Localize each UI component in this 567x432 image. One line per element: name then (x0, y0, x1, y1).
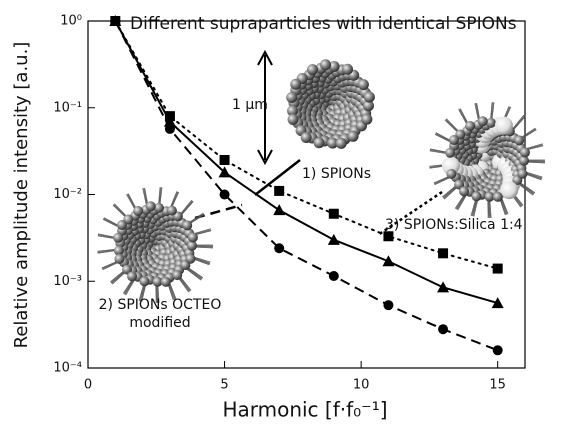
marker (329, 271, 339, 281)
sphere (182, 220, 192, 230)
sphere (133, 206, 143, 216)
x-tick-label: 5 (220, 378, 228, 393)
marker (273, 204, 285, 215)
sphere (518, 169, 528, 179)
x-tick-label: 15 (489, 378, 506, 393)
y-tick-label: 10⁻² (53, 187, 82, 202)
sphere (459, 186, 469, 196)
sphere (446, 169, 456, 179)
sphere (290, 79, 301, 90)
marker (382, 255, 394, 266)
series-label: 2) SPIONs OCTEO modified (95, 296, 225, 332)
sphere (520, 147, 530, 157)
sphere (172, 270, 182, 280)
marker (329, 209, 339, 219)
marker (493, 345, 503, 355)
sphere (301, 132, 312, 143)
x-axis-title: Harmonic [f·f₀⁻¹] (222, 398, 387, 422)
sphere (336, 138, 347, 149)
sphere (114, 254, 124, 264)
y-tick-label: 10⁻¹ (53, 100, 82, 115)
series-label: 3) SPIONs:Silica 1:4 (385, 217, 523, 233)
marker (437, 281, 449, 292)
marker (110, 16, 120, 26)
marker (165, 111, 175, 121)
sphere (486, 118, 496, 128)
series-label-box: 2) SPIONs OCTEO modified (95, 296, 225, 346)
sphere (113, 233, 123, 243)
marker (328, 234, 340, 245)
sphere (286, 92, 297, 103)
y-tick-label: 10⁻⁴ (53, 361, 82, 376)
sphere (514, 135, 524, 145)
sphere (139, 276, 149, 286)
marker (493, 264, 503, 274)
sphere (117, 220, 127, 230)
sphere (188, 232, 198, 242)
sphere (307, 64, 318, 75)
sphere (167, 206, 177, 216)
sphere (493, 192, 503, 202)
sphere (348, 131, 359, 142)
sphere (154, 203, 164, 213)
series-label: 1) SPIONs (302, 166, 371, 182)
sphere (288, 114, 299, 125)
marker (438, 248, 448, 258)
marker (383, 300, 393, 310)
x-tick-label: 0 (84, 378, 92, 393)
y-tick-label: 10⁻³ (53, 274, 82, 289)
scale-label: 1 µm (232, 97, 268, 113)
sphere (449, 135, 459, 145)
marker (165, 124, 175, 134)
sphere (314, 137, 325, 148)
sphere (146, 201, 156, 211)
marker (274, 186, 284, 196)
sphere (465, 121, 475, 131)
chart: Different supraparticles with identical … (0, 0, 567, 432)
sphere (342, 64, 353, 75)
sphere (186, 254, 196, 264)
x-tick-label: 10 (353, 378, 370, 393)
marker (220, 155, 230, 165)
sphere (500, 181, 518, 199)
sphere (320, 59, 331, 70)
sphere (127, 271, 137, 281)
marker (274, 243, 284, 253)
marker (438, 324, 448, 334)
sphere (478, 116, 488, 126)
sphere (358, 79, 369, 90)
sphere (495, 117, 513, 135)
sphere (361, 114, 372, 125)
sphere (161, 277, 171, 287)
sphere (364, 92, 375, 103)
marker (220, 190, 230, 200)
sphere (471, 191, 481, 201)
y-axis-title: Relative amplitude intensity [a.u.] (11, 42, 32, 349)
y-tick-label: 10⁰ (60, 14, 82, 29)
sphere (445, 148, 455, 158)
marker (383, 231, 393, 241)
chart-title: Different supraparticles with identical … (130, 14, 517, 34)
